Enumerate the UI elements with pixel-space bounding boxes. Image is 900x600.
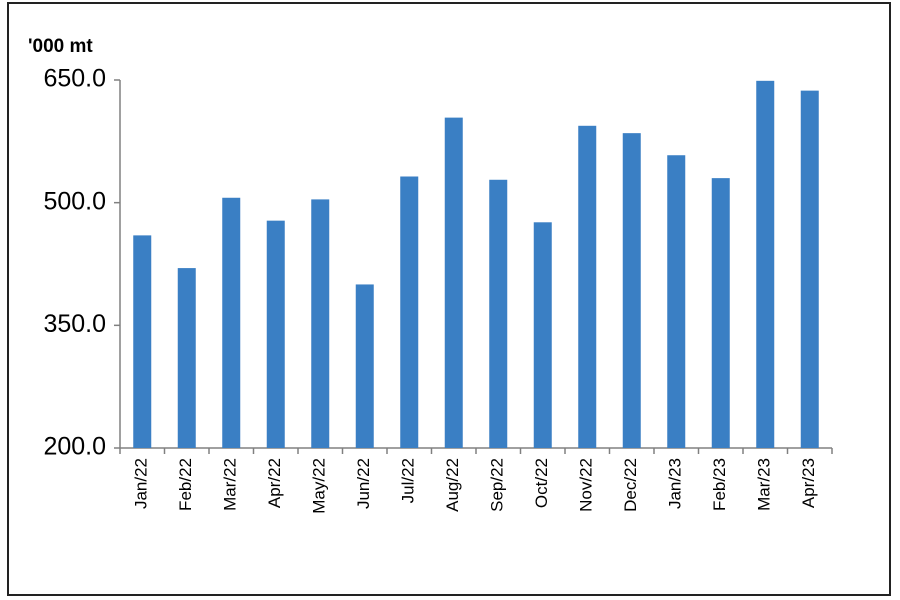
- x-tick-label: Jan/22: [132, 458, 151, 509]
- bar: [266, 220, 285, 448]
- bar: [400, 176, 419, 448]
- bar: [222, 197, 241, 448]
- x-tick-label: Sep/22: [488, 458, 507, 512]
- y-tick-label: 650.0: [43, 65, 106, 93]
- x-tick-label: Apr/23: [799, 458, 818, 508]
- bar: [133, 235, 152, 448]
- bar: [578, 125, 597, 448]
- bar: [533, 222, 552, 448]
- bar: [177, 268, 196, 448]
- bar: [756, 80, 775, 448]
- bar: [355, 284, 374, 448]
- y-tick-label: 500.0: [43, 187, 106, 215]
- x-tick-label: Mar/22: [221, 458, 240, 511]
- y-tick-label: 350.0: [43, 310, 106, 338]
- x-tick-label: Feb/23: [710, 458, 729, 511]
- bar: [667, 155, 686, 449]
- x-tick-label: Jan/23: [666, 458, 685, 509]
- bar: [444, 117, 463, 449]
- x-tick-label: Apr/22: [265, 458, 284, 508]
- bar: [489, 179, 508, 448]
- x-tick-label: May/22: [310, 458, 329, 514]
- x-tick-label: Aug/22: [443, 458, 462, 512]
- x-tick-label: Jul/22: [399, 458, 418, 503]
- bar: [311, 199, 330, 448]
- y-tick-label: 200.0: [43, 433, 106, 461]
- x-tick-label: Feb/22: [176, 458, 195, 511]
- x-tick-label: Mar/23: [755, 458, 774, 511]
- bar: [711, 178, 730, 448]
- unit-label: '000 mt: [28, 36, 93, 57]
- x-tick-label: Dec/22: [621, 458, 640, 512]
- x-tick-label: Oct/22: [532, 458, 551, 508]
- x-tick-label: Jun/22: [354, 458, 373, 509]
- x-tick-label: Nov/22: [577, 458, 596, 512]
- bar: [800, 90, 819, 449]
- bar: [622, 133, 641, 448]
